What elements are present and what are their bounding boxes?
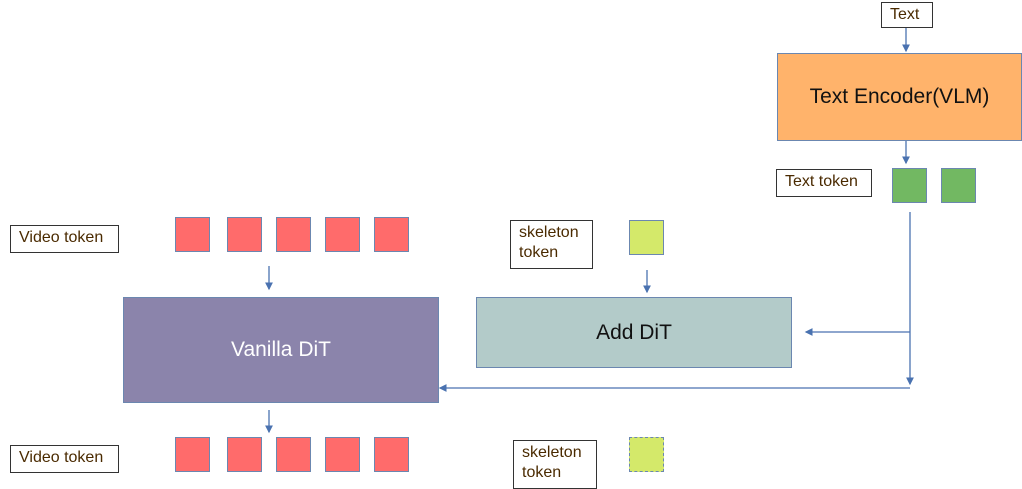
video-token-input <box>325 217 360 252</box>
video-token-output <box>276 437 311 472</box>
add-dit-block: Add DiT <box>476 297 792 368</box>
skeleton-token-input <box>629 220 664 255</box>
skeleton-token-output-label: skeleton token <box>513 440 597 489</box>
text-token <box>941 168 976 203</box>
video-token-input <box>374 217 409 252</box>
video-token-input <box>227 217 262 252</box>
video-token-output <box>227 437 262 472</box>
text-encoder-block: Text Encoder(VLM) <box>777 53 1022 141</box>
skeleton-token-output <box>629 437 664 472</box>
video-token-output-label: Video token <box>10 445 119 473</box>
video-token-input <box>276 217 311 252</box>
vanilla-dit-block: Vanilla DiT <box>123 297 439 403</box>
video-token-input <box>175 217 210 252</box>
skeleton-token-input-label: skeleton token <box>510 220 593 269</box>
video-token-output <box>374 437 409 472</box>
text-input-label: Text <box>881 2 933 28</box>
video-token-output <box>175 437 210 472</box>
video-token-output <box>325 437 360 472</box>
text-token-label: Text token <box>776 169 872 197</box>
text-token <box>892 168 927 203</box>
video-token-input-label: Video token <box>10 225 119 253</box>
